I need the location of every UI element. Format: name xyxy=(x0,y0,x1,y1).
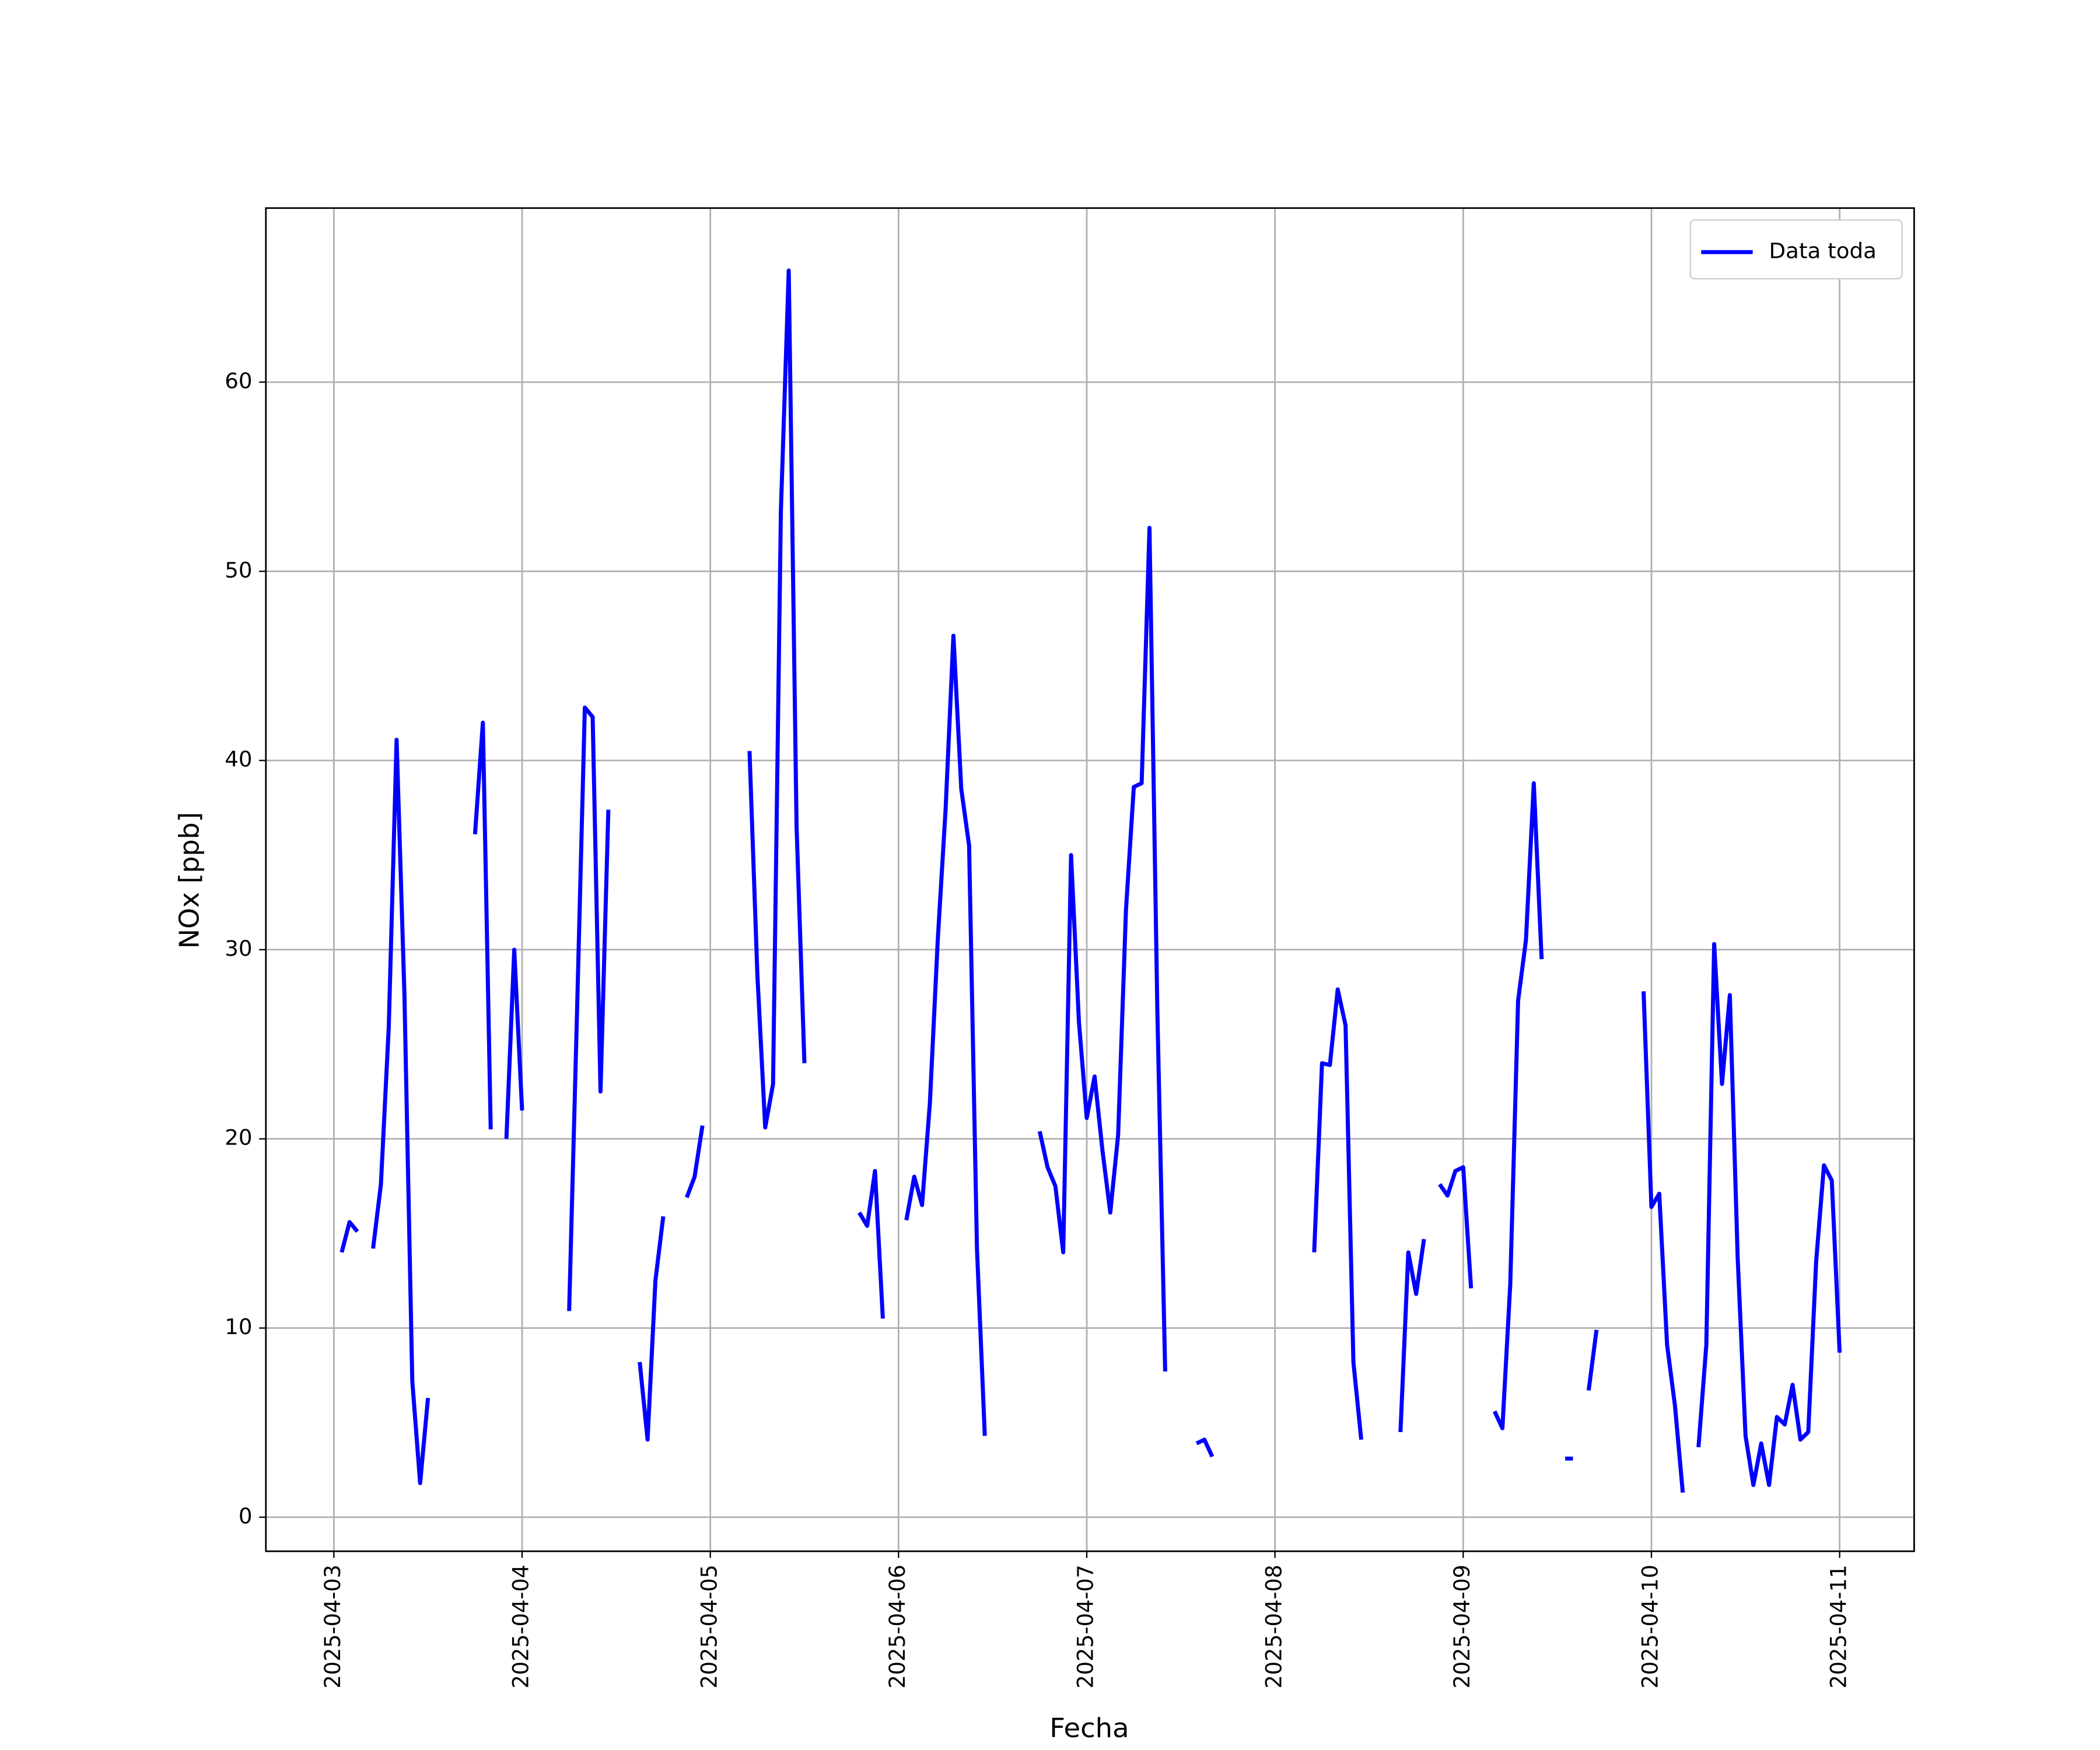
x-tick-label: 2025-04-11 xyxy=(1826,1564,1851,1688)
x-tick-label: 2025-04-07 xyxy=(1073,1564,1098,1688)
y-axis-label: NOx [ppb] xyxy=(173,812,205,949)
y-tick-label: 60 xyxy=(225,369,252,394)
x-tick-label: 2025-04-09 xyxy=(1450,1564,1475,1688)
y-tick-label: 20 xyxy=(225,1125,252,1150)
x-tick-label: 2025-04-10 xyxy=(1637,1564,1662,1688)
y-tick-label: 10 xyxy=(225,1314,252,1339)
x-tick-label: 2025-04-05 xyxy=(696,1564,722,1688)
plot-frame xyxy=(265,207,1915,1552)
x-tick-label: 2025-04-03 xyxy=(320,1564,345,1688)
x-tick-label: 2025-04-04 xyxy=(508,1564,533,1688)
x-tick-label: 2025-04-08 xyxy=(1261,1564,1286,1688)
legend-label: Data toda xyxy=(1769,239,1877,264)
x-tick-label: 2025-04-06 xyxy=(885,1564,910,1688)
y-tick-label: 0 xyxy=(239,1504,253,1529)
y-tick-label: 40 xyxy=(225,747,252,772)
y-tick-label: 30 xyxy=(225,936,252,961)
x-axis-label: Fecha xyxy=(1049,1712,1129,1744)
data-line xyxy=(340,268,1842,1493)
legend-box xyxy=(1689,219,1903,280)
y-tick-label: 50 xyxy=(225,558,252,583)
